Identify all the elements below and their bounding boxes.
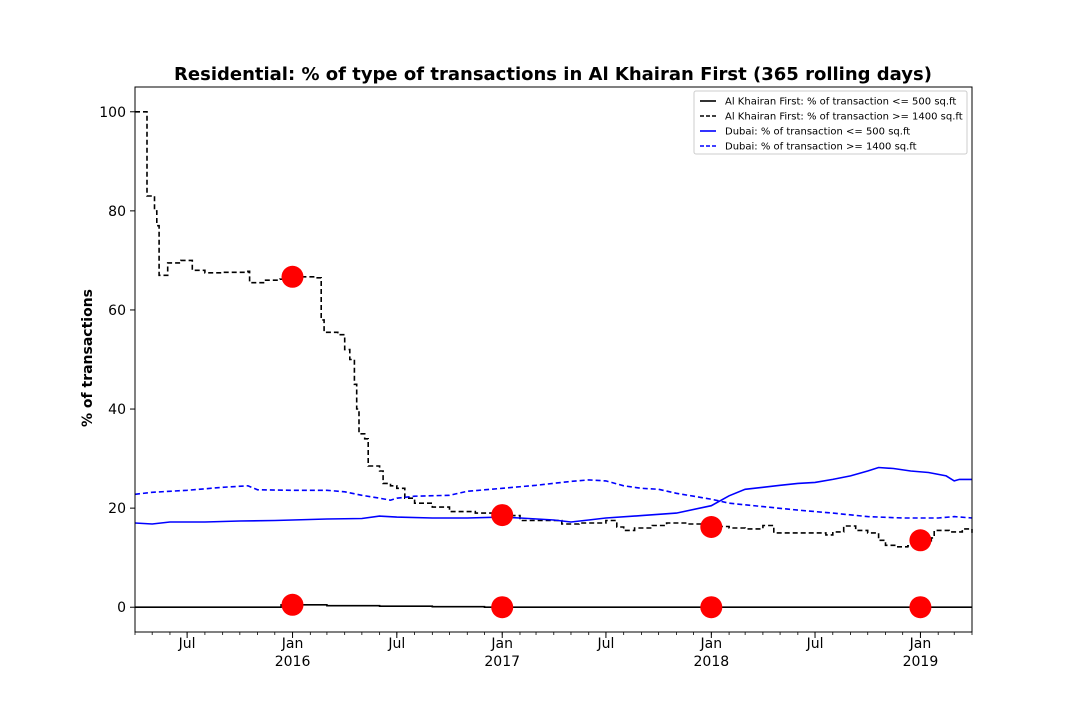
axis-layer: 0 20 40 60 80 100 Jul Jan 2016 Jul Jan 2017 Jul Jan 20… <box>99 105 973 670</box>
legend-label-3: Dubai: % of transaction <= 500 sq.ft <box>725 127 910 138</box>
x-tick-label-6: Jan <box>700 636 723 652</box>
highlight-marker-4 <box>491 596 514 619</box>
x-tick-label-2: Jan <box>281 636 304 652</box>
legend-label-2: Al Khairan First: % of transaction >= 14… <box>725 112 963 123</box>
y-tick-label-80: 80 <box>108 204 126 220</box>
legend: Al Khairan First: % of transaction <= 50… <box>693 90 968 155</box>
x-tick-label-1: Jul <box>178 636 196 652</box>
y-axis-label: % of transactions <box>80 289 96 427</box>
series-line-4 <box>134 479 973 519</box>
x-tick-label-7: Jul <box>806 636 824 652</box>
series-layer <box>134 111 973 608</box>
highlight-marker-2 <box>281 593 304 616</box>
y-tick-label-0: 0 <box>117 600 126 616</box>
marker-layer <box>281 265 932 619</box>
legend-label-1: Al Khairan First: % of transaction <= 50… <box>725 97 956 108</box>
legend-label-4: Dubai: % of transaction >= 1400 sq.ft <box>725 142 917 153</box>
y-tick-label-40: 40 <box>108 402 126 418</box>
plot-frame <box>134 86 973 633</box>
y-tick-label-100: 100 <box>99 105 126 121</box>
highlight-marker-6 <box>700 596 723 619</box>
y-tick-label-20: 20 <box>108 501 126 517</box>
series-line-3 <box>134 466 972 525</box>
series-line-2 <box>135 111 973 548</box>
chart-title: Residential: % of type of transactions i… <box>174 64 932 85</box>
x-tick-label-3: Jul <box>387 636 405 652</box>
series-line-1 <box>135 604 972 608</box>
highlight-marker-7 <box>909 529 932 552</box>
x-tick-label-4: Jan <box>490 636 513 652</box>
x-tick-label-5: Jul <box>596 636 614 652</box>
highlight-marker-8 <box>909 596 932 619</box>
legend-box <box>693 90 968 155</box>
x-tick-year-2: 2016 <box>275 654 311 670</box>
x-tick-year-6: 2018 <box>694 654 730 670</box>
x-tick-year-8: 2019 <box>903 654 939 670</box>
highlight-marker-3 <box>491 504 514 527</box>
y-tick-label-60: 60 <box>108 303 126 319</box>
highlight-marker-5 <box>700 516 723 538</box>
x-tick-year-4: 2017 <box>484 654 520 670</box>
highlight-marker-1 <box>281 265 304 288</box>
x-tick-label-8: Jan <box>909 636 932 652</box>
